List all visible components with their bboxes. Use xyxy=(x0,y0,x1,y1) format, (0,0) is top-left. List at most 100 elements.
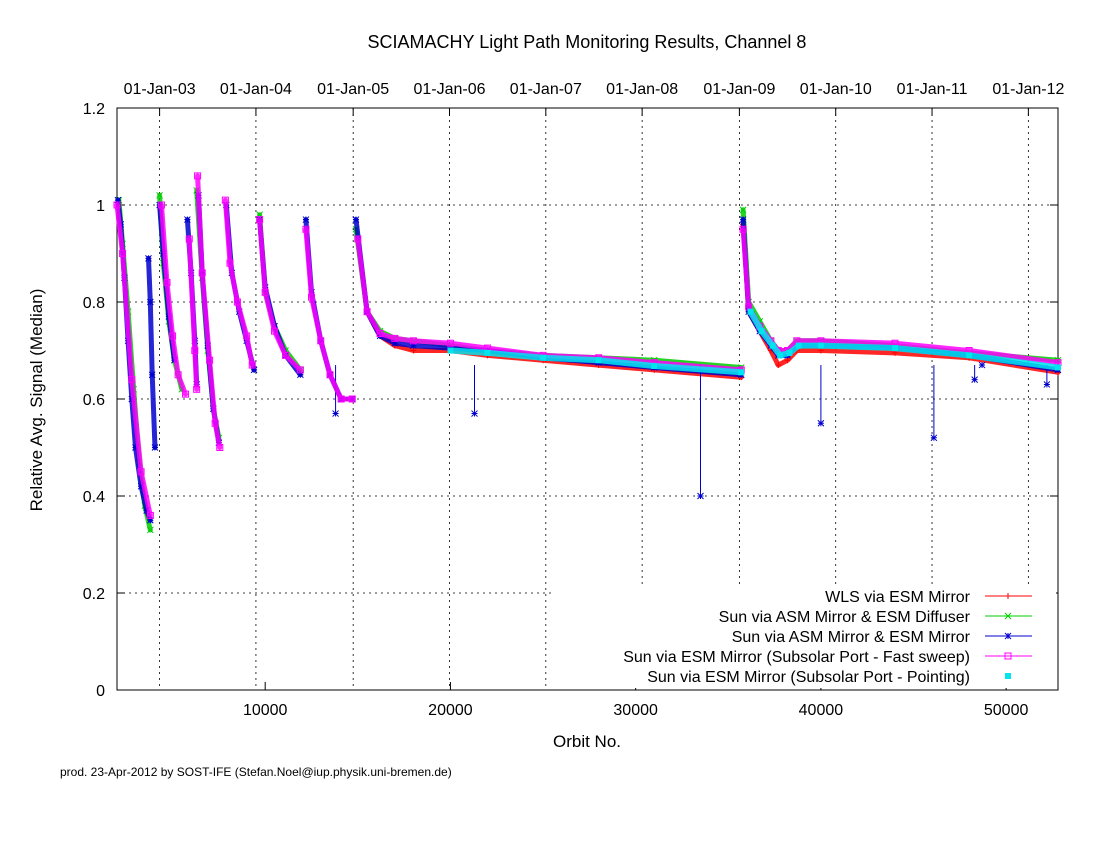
data-point xyxy=(777,352,784,359)
y-tick-label: 0.2 xyxy=(83,586,105,603)
data-point xyxy=(169,332,177,340)
series-line xyxy=(114,202,153,518)
data-point xyxy=(651,363,658,370)
data-point xyxy=(182,390,190,398)
data-point xyxy=(697,492,704,500)
y-tick-label: 0.8 xyxy=(83,295,105,312)
data-point xyxy=(243,332,251,340)
data-point xyxy=(174,371,182,379)
data-point xyxy=(354,235,362,243)
data-point xyxy=(248,361,256,369)
data-point xyxy=(221,196,229,204)
data-point xyxy=(376,330,384,338)
data-point xyxy=(817,419,825,427)
data-point xyxy=(739,225,747,233)
date-tick-label: 01-Jan-10 xyxy=(800,81,872,98)
data-point xyxy=(795,342,802,349)
data-point xyxy=(971,376,978,383)
ticks: 0 0.2 0.4 0.6 0.8 1 1.2 10000 20000 30000 40000 500… xyxy=(83,81,1065,719)
data-point xyxy=(471,410,478,417)
legend: WLS via ESM Mirror Sun via ASM Mirror & E… xyxy=(554,584,1056,688)
y-tick-label: 1.2 xyxy=(83,101,105,118)
y-tick-label: 1 xyxy=(96,198,105,215)
data-point xyxy=(1004,612,1012,620)
data-point xyxy=(113,201,121,209)
data-point xyxy=(233,298,241,306)
data-point xyxy=(143,507,150,514)
footer-credit: prod. 23-Apr-2012 by SOST-IFE (Stefan.No… xyxy=(60,765,452,779)
date-tick-label: 01-Jan-07 xyxy=(510,81,582,98)
y-axis-label: Relative Avg. Signal (Median) xyxy=(27,289,46,512)
data-point xyxy=(1004,652,1012,660)
data-point xyxy=(332,410,339,417)
legend-sample xyxy=(985,632,1032,640)
data-point xyxy=(446,339,454,347)
data-point xyxy=(391,339,399,347)
data-point xyxy=(128,376,136,384)
data-point xyxy=(758,328,765,335)
data-point xyxy=(447,347,454,354)
legend-sample xyxy=(985,652,1032,660)
data-point xyxy=(1005,593,1011,599)
data-point xyxy=(595,357,602,364)
data-point xyxy=(146,511,154,519)
data-point xyxy=(261,288,269,296)
data-point xyxy=(352,216,360,223)
data-point xyxy=(137,468,145,476)
data-point xyxy=(891,345,898,352)
date-tick-label: 01-Jan-09 xyxy=(703,81,775,98)
data-point xyxy=(930,434,938,442)
series-5 xyxy=(447,308,1061,376)
data-point xyxy=(148,371,156,379)
data-point xyxy=(194,172,202,180)
data-point xyxy=(137,482,145,490)
date-tick-label: 01-Jan-08 xyxy=(606,81,678,98)
data-point xyxy=(1043,381,1051,388)
grid xyxy=(117,108,1058,690)
data-point xyxy=(348,395,356,403)
legend-label: Sun via ESM Mirror (Subsolar Port - Fast… xyxy=(623,649,970,666)
data-point xyxy=(337,395,345,403)
data-point xyxy=(216,444,224,451)
date-tick-label: 01-Jan-12 xyxy=(992,81,1064,98)
series-line xyxy=(186,236,200,392)
data-point xyxy=(151,444,159,451)
data-point xyxy=(163,279,171,287)
date-tick-label: 01-Jan-06 xyxy=(413,81,485,98)
data-point xyxy=(250,366,258,374)
data-point xyxy=(769,342,776,349)
legend-sample xyxy=(985,593,1032,599)
data-point xyxy=(145,254,152,262)
data-point xyxy=(191,347,199,354)
data-point xyxy=(1004,632,1012,640)
x-tick-label: 30000 xyxy=(613,702,658,719)
y-tick-label: 0.4 xyxy=(83,489,105,506)
data-point xyxy=(484,349,491,356)
data-point xyxy=(363,308,371,316)
data-point xyxy=(157,201,165,209)
data-point xyxy=(302,225,310,233)
data-point xyxy=(206,356,214,364)
data-point xyxy=(1005,673,1011,679)
series-line xyxy=(747,308,1061,371)
data-point xyxy=(409,337,417,345)
data-point xyxy=(146,526,154,534)
data-point xyxy=(270,327,278,335)
data-point xyxy=(193,385,201,393)
data-point xyxy=(739,206,747,214)
legend-background xyxy=(554,584,1056,688)
data-point xyxy=(966,352,973,359)
data-point xyxy=(326,371,334,379)
data-point xyxy=(226,259,234,267)
data-series xyxy=(113,172,1062,534)
legend-label: WLS via ESM Mirror xyxy=(825,589,971,606)
data-point xyxy=(738,369,745,376)
legend-sample xyxy=(985,612,1032,620)
series-line xyxy=(303,226,355,402)
data-point xyxy=(146,298,154,306)
series-line xyxy=(195,173,223,450)
chart-title: SCIAMACHY Light Path Monitoring Results,… xyxy=(368,32,807,52)
data-point xyxy=(146,516,154,524)
